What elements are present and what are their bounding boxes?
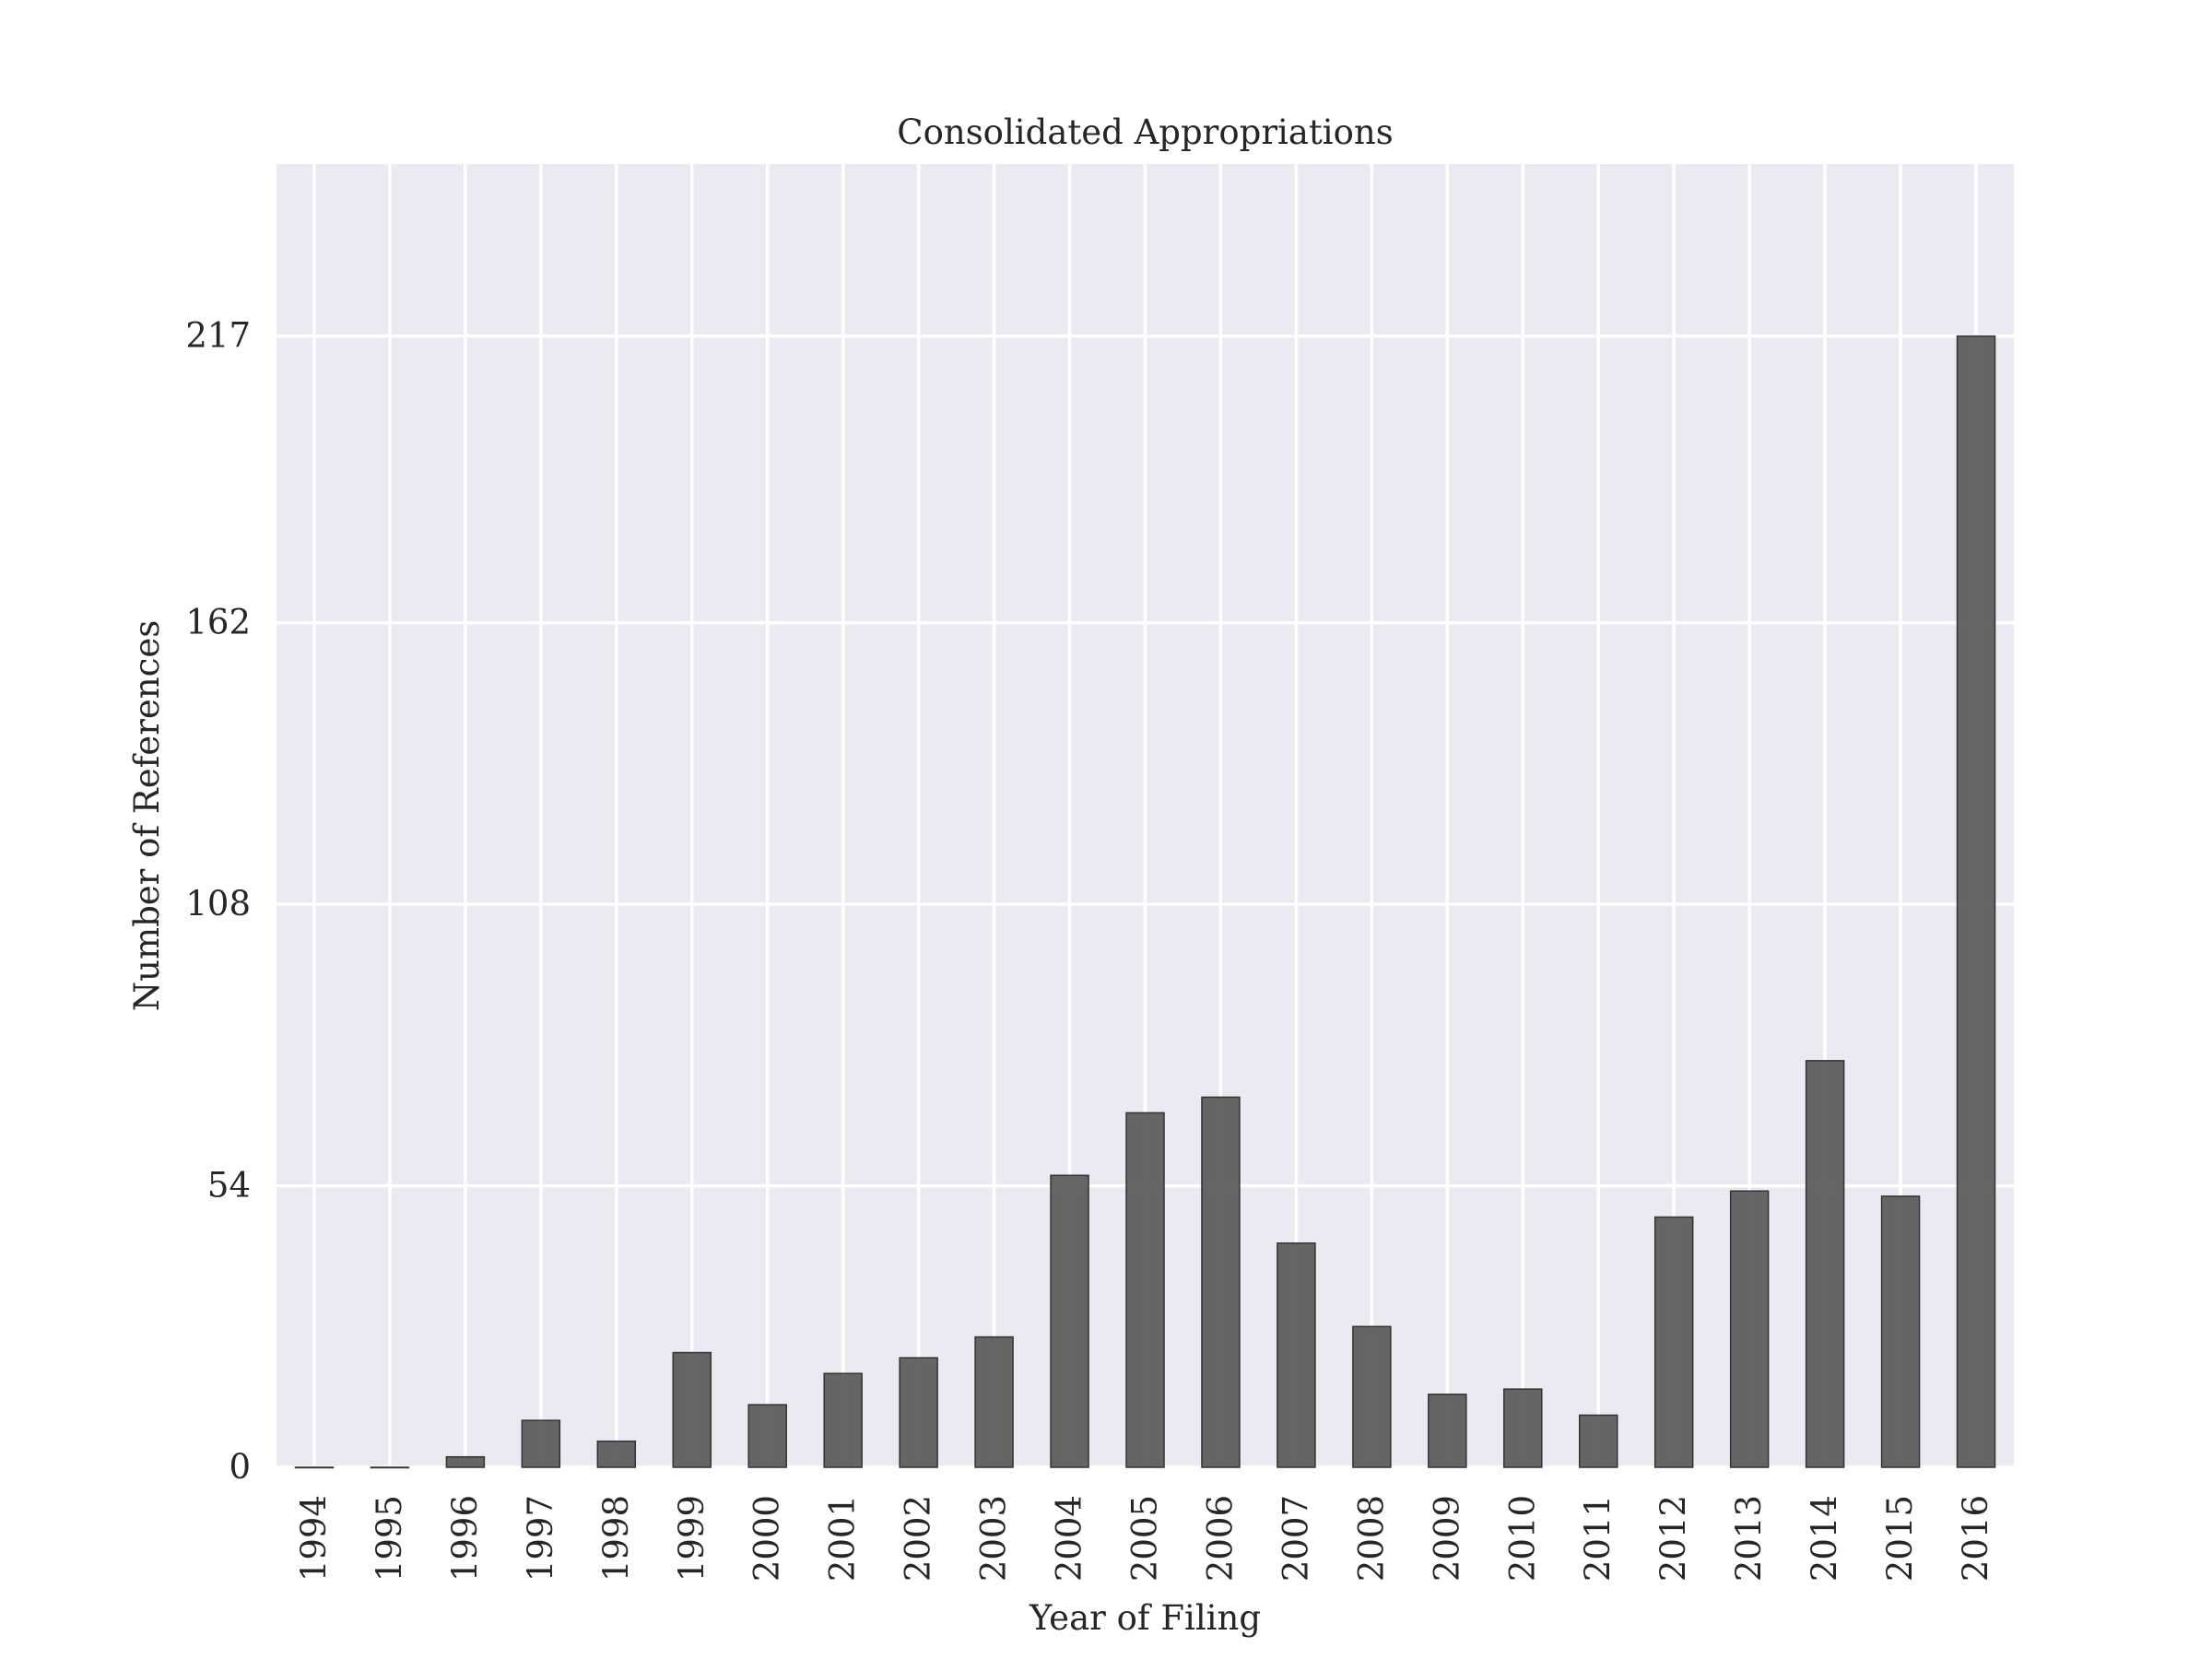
x-tick-label: 1996 — [445, 1495, 485, 1582]
y-tick-label: 0 — [229, 1447, 251, 1487]
bar-2010 — [1503, 1388, 1543, 1468]
x-tick-label: 2014 — [1805, 1495, 1844, 1582]
bar-2001 — [823, 1372, 863, 1468]
y-axis-label: Number of References — [127, 620, 167, 1011]
x-tick-label: 2004 — [1050, 1495, 1089, 1582]
x-tick-label: 2000 — [747, 1495, 787, 1582]
x-tick-label: 2006 — [1200, 1495, 1240, 1582]
x-axis-label: Year of Filing — [1029, 1598, 1261, 1638]
x-tick-label: 2010 — [1502, 1495, 1542, 1582]
y-tick-labels: 0 54 108 162 217 — [185, 316, 251, 1487]
bar-2012 — [1653, 1216, 1694, 1468]
bar-2009 — [1428, 1394, 1467, 1468]
bars — [294, 335, 1996, 1469]
x-tick-label: 2009 — [1427, 1495, 1466, 1582]
bar-1996 — [445, 1455, 486, 1468]
bar-2011 — [1579, 1414, 1618, 1468]
bar-1995 — [370, 1466, 410, 1469]
x-tick-label: 2003 — [974, 1495, 1014, 1582]
bar-2016 — [1956, 335, 1996, 1468]
x-tick-label: 1998 — [596, 1495, 636, 1582]
y-tick-label: 162 — [185, 603, 251, 642]
y-tick-label: 54 — [207, 1166, 251, 1206]
y-tick-label: 108 — [185, 884, 251, 924]
bar-1997 — [521, 1419, 561, 1468]
bar-2003 — [974, 1335, 1014, 1468]
bar-1998 — [596, 1440, 637, 1468]
bar-2013 — [1729, 1190, 1770, 1468]
bar-2007 — [1277, 1242, 1316, 1468]
x-tick-label: 2007 — [1276, 1495, 1315, 1582]
x-tick-label: 1994 — [294, 1495, 334, 1582]
bar-2002 — [899, 1357, 938, 1468]
y-tick-label: 217 — [185, 316, 251, 356]
bar-2006 — [1201, 1096, 1241, 1468]
x-tick-label: 2011 — [1578, 1495, 1618, 1582]
bar-2008 — [1352, 1325, 1392, 1468]
bar-2015 — [1880, 1195, 1921, 1468]
x-tick-label: 2012 — [1653, 1495, 1693, 1582]
x-tick-label: 2013 — [1729, 1495, 1769, 1582]
bar-1994 — [294, 1466, 335, 1469]
bar-1999 — [672, 1351, 712, 1468]
x-tick-label: 2002 — [899, 1495, 938, 1582]
x-tick-label: 1999 — [672, 1495, 712, 1582]
x-tick-label: 2015 — [1880, 1495, 1920, 1582]
x-tick-label: 2005 — [1125, 1495, 1165, 1582]
bar-2000 — [747, 1404, 787, 1468]
chart-title: Consolidated Appropriations — [897, 112, 1393, 152]
bar-2005 — [1125, 1112, 1165, 1468]
x-tick-label: 2016 — [1956, 1495, 1995, 1582]
bar-2014 — [1805, 1060, 1845, 1468]
x-tick-labels: 1994 1995 1996 1997 1998 1999 2000 2001 2002 2003… — [294, 1495, 1995, 1582]
x-tick-label: 2008 — [1351, 1495, 1391, 1582]
x-tick-label: 2001 — [823, 1495, 863, 1582]
bar-2004 — [1050, 1174, 1089, 1468]
x-tick-label: 1997 — [521, 1495, 560, 1582]
x-tick-label: 1995 — [370, 1495, 409, 1582]
